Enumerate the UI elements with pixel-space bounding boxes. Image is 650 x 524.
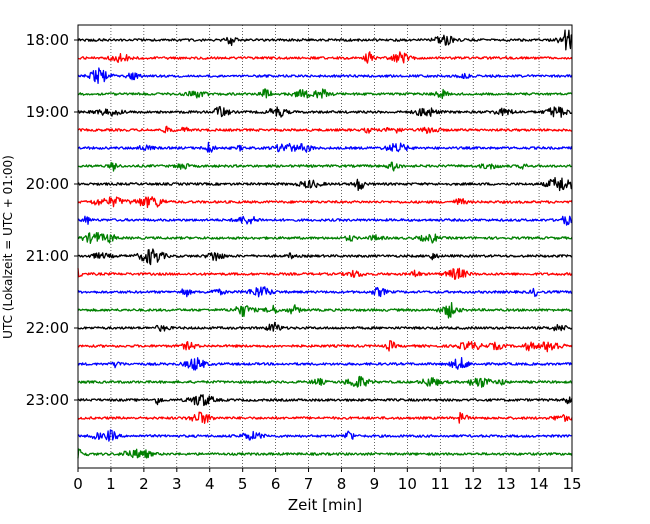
x-tick-label: 3: [172, 475, 182, 493]
seismic-trace: [77, 51, 573, 64]
seismic-trace: [77, 429, 573, 442]
y-tick-label: 20:00: [26, 175, 69, 193]
x-tick-label: 12: [464, 475, 483, 493]
x-tick-label: 5: [238, 475, 248, 493]
seismic-trace: [77, 177, 573, 192]
seismic-trace: [77, 448, 573, 459]
plot-frame: [77, 24, 573, 469]
trace-layer: [77, 29, 573, 459]
seismic-trace: [77, 196, 573, 209]
seismic-trace: [77, 161, 573, 172]
y-tick-label: 22:00: [26, 319, 69, 337]
x-tick-label: 6: [271, 475, 281, 493]
seismic-trace: [77, 67, 573, 84]
x-axis-label: Zeit [min]: [288, 496, 362, 514]
y-axis-label: UTC (Lokalzeit = UTC + 01:00): [1, 155, 15, 339]
y-tick-label: 19:00: [26, 103, 69, 121]
y-axis-ticks: 18:00 19:00 20:00 21:00 22:00 23:00: [26, 31, 78, 409]
y-tick-label: 18:00: [26, 31, 69, 49]
x-tick-label: 9: [370, 475, 380, 493]
x-tick-label: 10: [398, 475, 417, 493]
x-tick-label: 0: [73, 475, 83, 493]
seismic-trace: [77, 232, 573, 245]
x-tick-label: 15: [562, 475, 581, 493]
seismic-trace: [77, 215, 573, 226]
x-tick-label: 1: [106, 475, 116, 493]
seismic-trace: [77, 248, 573, 266]
seismic-trace: [77, 125, 573, 135]
x-tick-label: 8: [337, 475, 347, 493]
x-tick-label: 11: [431, 475, 450, 493]
seismic-trace: [77, 286, 573, 298]
grid-layer: [110, 25, 540, 468]
y-tick-label: 23:00: [26, 391, 69, 409]
seismic-trace: [77, 356, 573, 371]
seismic-trace: [77, 411, 573, 424]
seismic-trace: [77, 105, 573, 118]
seismic-trace: [77, 88, 573, 100]
x-tick-label: 4: [205, 475, 215, 493]
seismic-trace: [77, 141, 573, 153]
seismic-trace: [77, 321, 573, 332]
seismic-trace: [77, 394, 573, 407]
seismic-trace: [77, 340, 573, 353]
seismic-trace: [77, 267, 573, 280]
x-tick-label: 14: [530, 475, 549, 493]
x-tick-label: 2: [139, 475, 149, 493]
seismic-trace: [77, 29, 573, 51]
seismic-trace: [77, 301, 573, 319]
seismic-trace: [77, 375, 573, 388]
y-tick-label: 21:00: [26, 247, 69, 265]
x-tick-label: 13: [497, 475, 516, 493]
x-tick-label: 7: [304, 475, 314, 493]
x-axis-ticks: 0 1 2 3 4 5 6 7 8 9 10 11 12 13 14 15: [73, 468, 582, 493]
